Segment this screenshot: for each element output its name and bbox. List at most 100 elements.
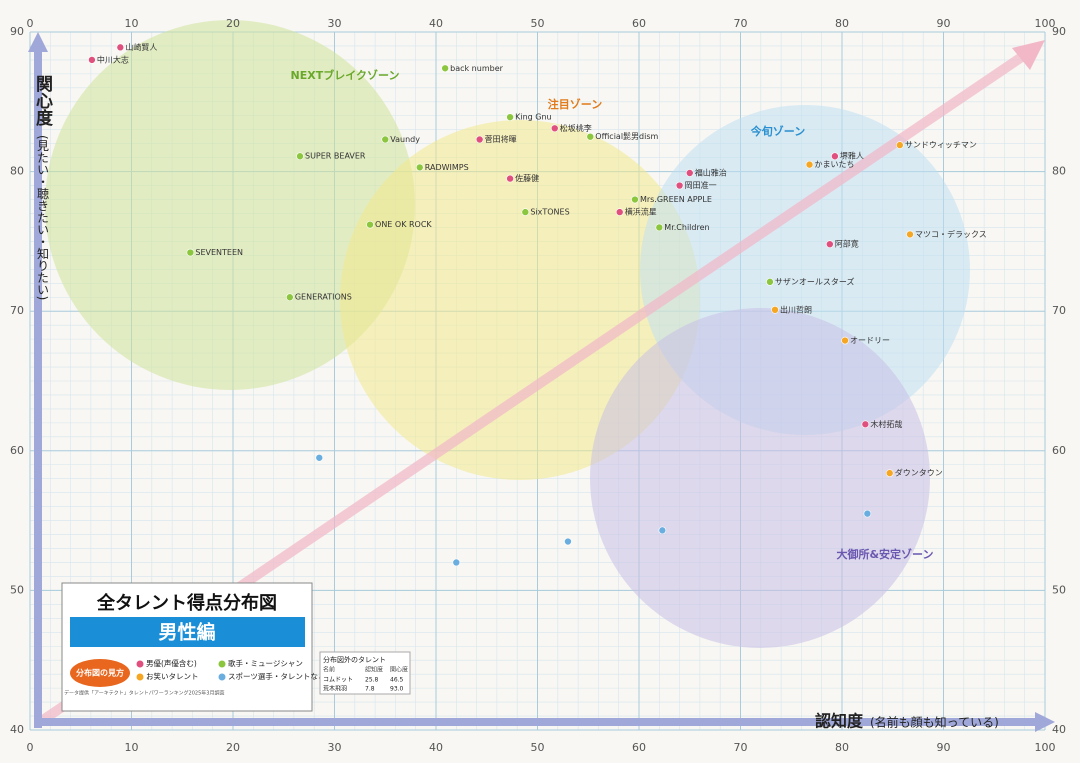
- legend-swatch: [218, 673, 226, 681]
- x-tick-label: 30: [328, 741, 342, 754]
- point: [186, 248, 195, 257]
- x-tick-label: 50: [531, 741, 545, 754]
- legend-label: 男優(声優含む): [146, 658, 197, 668]
- legend-swatch: [136, 673, 144, 681]
- point: [452, 558, 461, 567]
- point: [506, 174, 514, 183]
- point-label: マツコ・デラックス: [915, 229, 987, 239]
- point-label: GENERATIONS: [295, 293, 352, 302]
- x-tick-label: 0: [27, 741, 34, 754]
- x-tick-label-top: 20: [226, 17, 240, 30]
- legend-box: 全タレント得点分布図 男性編 分布図の見方 男優(声優含む) 歌手・ミュージシャン…: [61, 582, 326, 712]
- source-note: データ提供「アーキテクト」タレントパワーランキング2025年3月調査: [64, 690, 224, 697]
- zone: [340, 120, 700, 480]
- point: [771, 306, 779, 314]
- subtitle-band: [70, 617, 305, 647]
- legend-swatch: [218, 660, 226, 668]
- point: [863, 509, 872, 518]
- point: [831, 152, 839, 161]
- point-label: オードリー: [850, 336, 890, 345]
- table-frame: [319, 651, 411, 695]
- y-tick-label-right: 90: [1052, 25, 1066, 38]
- x-tick-label-top: 100: [1035, 17, 1056, 30]
- point: [826, 240, 834, 248]
- y-tick-label-right: 40: [1052, 723, 1066, 736]
- point-label: かまいたち: [815, 160, 855, 169]
- legend-badge: [70, 659, 130, 687]
- point-label: Mrs.GREEN APPLE: [640, 195, 712, 204]
- x-tick-label-top: 30: [328, 17, 342, 30]
- table-cell: 93.0: [390, 686, 404, 693]
- point-label: 菅田将暉: [485, 134, 517, 144]
- point-label: King Gnu: [515, 113, 552, 122]
- point-label: 松坂桃李: [560, 123, 592, 133]
- point: [366, 220, 374, 229]
- x-tick-label: 40: [429, 741, 443, 754]
- table-header: 名前: [323, 666, 335, 674]
- point-label: 出川哲朗: [780, 304, 812, 314]
- table-cell: 荒木飛羽: [323, 685, 347, 693]
- point-label: ダウンタウン: [895, 468, 943, 478]
- table-cell: 46.5: [390, 677, 404, 684]
- point: [475, 135, 484, 144]
- point: [655, 223, 664, 232]
- point-label: Vaundy: [390, 135, 420, 144]
- x-axis-note: (名前も顔も知っている): [870, 715, 999, 730]
- point: [315, 453, 324, 462]
- point-label: 福山雅治: [695, 167, 727, 177]
- point: [861, 420, 870, 429]
- point-label: SUPER BEAVER: [305, 152, 366, 161]
- point: [415, 163, 424, 172]
- y-tick-label-right: 70: [1052, 304, 1066, 317]
- zone-label: 注目ゾーン: [548, 97, 602, 111]
- point: [586, 132, 595, 141]
- y-tick-label-right: 60: [1052, 444, 1066, 457]
- point: [658, 526, 667, 535]
- point: [521, 208, 530, 216]
- x-tick-label: 10: [125, 741, 139, 754]
- zone-label: 今旬ゾーン: [750, 124, 805, 138]
- point: [906, 230, 914, 239]
- x-axis-title: 認知度: [815, 712, 864, 731]
- point-label: サザンオールスターズ: [775, 276, 855, 286]
- y-tick-label: 60: [10, 444, 24, 457]
- point: [550, 124, 559, 133]
- zone: [45, 20, 415, 390]
- chart-subtitle: 男性編: [158, 621, 215, 644]
- point: [675, 181, 684, 190]
- point: [506, 113, 514, 121]
- zone-label: 大御所&安定ゾーン: [836, 547, 933, 561]
- x-tick-label-top: 10: [125, 17, 139, 30]
- x-tick-label-top: 90: [937, 17, 951, 30]
- point: [685, 169, 694, 177]
- x-tick-label-top: 70: [734, 17, 748, 30]
- y-axis-title: 関心度: [32, 75, 53, 127]
- point-label: Official髭男dism: [595, 131, 658, 141]
- point: [631, 195, 639, 204]
- point: [766, 278, 774, 286]
- y-tick-label: 90: [10, 25, 24, 38]
- table-cell: 7.8: [365, 686, 375, 693]
- point: [841, 336, 849, 345]
- point: [564, 537, 572, 546]
- x-axis-arrowhead: [1035, 712, 1055, 732]
- point-label: SixTONES: [530, 208, 569, 217]
- zone: [590, 308, 930, 648]
- x-tick-label: 60: [632, 741, 646, 754]
- x-tick-label-top: 50: [531, 17, 545, 30]
- point-label: back number: [450, 64, 503, 73]
- y-axis-note: (見たい・聴きたい・知りたい): [36, 135, 50, 300]
- point-label: 阿部寛: [835, 239, 859, 249]
- table-title: 分布図外のタレント: [323, 655, 386, 664]
- y-tick-label: 50: [10, 583, 24, 596]
- point: [116, 43, 125, 52]
- y-tick-label-right: 80: [1052, 165, 1066, 178]
- legend-label: お笑いタレント: [146, 671, 199, 681]
- point: [805, 160, 814, 169]
- legend-label: スポーツ選手・タレントなど: [228, 671, 326, 681]
- point-label: 岡田准一: [685, 180, 717, 190]
- x-tick-label-top: 40: [429, 17, 443, 30]
- point-label: SEVENTEEN: [195, 248, 243, 257]
